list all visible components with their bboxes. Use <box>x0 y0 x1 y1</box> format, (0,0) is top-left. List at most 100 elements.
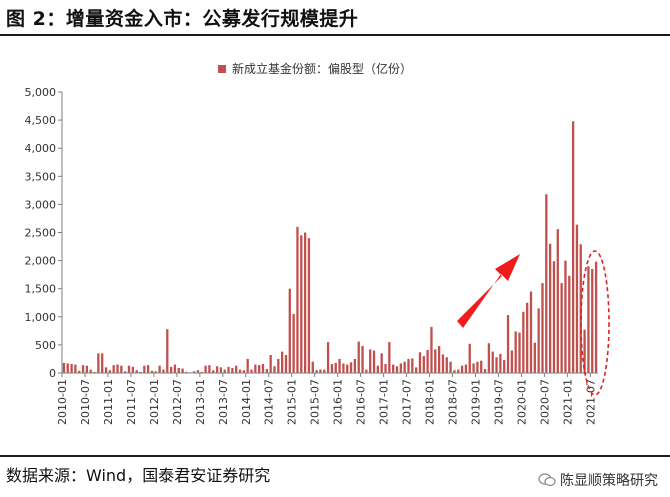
bar <box>292 313 295 373</box>
bar <box>568 275 571 373</box>
x-tick-label: 2019-07 <box>492 379 505 425</box>
watermark-text: 陈显顺策略研究 <box>560 473 658 489</box>
bar <box>411 358 414 373</box>
bar <box>280 351 284 373</box>
bar <box>483 369 487 373</box>
bar <box>399 363 402 373</box>
figure-title: 图 2：增量资金入市：公募发行规模提升 <box>6 8 359 30</box>
bar <box>503 360 506 373</box>
bar <box>238 369 242 373</box>
bar <box>231 367 234 373</box>
bar <box>510 350 514 373</box>
bar <box>326 342 330 373</box>
bar <box>426 349 429 373</box>
bar <box>101 353 104 373</box>
x-tick-label: 2012-01 <box>148 379 161 425</box>
bar <box>464 364 468 373</box>
bar <box>514 331 517 373</box>
bar <box>346 364 349 373</box>
bar <box>81 365 85 373</box>
bar <box>392 364 395 373</box>
bar <box>487 343 491 373</box>
source-note: 数据来源：Wind，国泰君安证券研究 <box>6 466 271 485</box>
bar <box>265 369 268 373</box>
x-tick-label: 2020-01 <box>515 379 528 425</box>
bar <box>472 363 475 373</box>
bar <box>150 370 154 373</box>
x-tick-label: 2010-01 <box>56 379 69 425</box>
bar <box>594 261 598 373</box>
bar <box>258 365 261 373</box>
y-tick-label: 1,000 <box>25 311 57 324</box>
bar <box>365 369 368 373</box>
bar <box>357 341 360 373</box>
bar <box>338 358 341 373</box>
bar <box>215 366 219 373</box>
bar <box>526 302 529 373</box>
bar <box>499 353 502 373</box>
bar <box>323 369 326 373</box>
bar <box>154 371 157 373</box>
bar <box>330 364 334 373</box>
bar <box>284 355 288 373</box>
bar <box>200 371 203 373</box>
bar <box>460 365 464 373</box>
x-tick-label: 2017-01 <box>378 379 391 425</box>
bar <box>453 370 456 373</box>
bar <box>437 346 441 373</box>
bar <box>288 288 291 373</box>
bar <box>476 361 479 373</box>
bar <box>204 365 207 373</box>
bar <box>545 194 548 373</box>
bar <box>384 364 387 373</box>
bar <box>376 365 380 373</box>
bar <box>181 368 184 373</box>
bar <box>564 260 567 373</box>
x-tick-label: 2021-01 <box>561 379 574 425</box>
bar <box>575 224 579 373</box>
bar <box>173 364 177 373</box>
bar <box>177 367 180 373</box>
bar <box>430 326 433 373</box>
bar <box>296 226 299 373</box>
x-tick-label: 2010-07 <box>79 379 92 425</box>
bar <box>143 365 146 373</box>
bar <box>139 371 142 373</box>
bar <box>192 371 196 373</box>
bar <box>169 366 173 373</box>
x-tick-label: 2018-01 <box>424 379 437 425</box>
bar <box>112 365 115 373</box>
bar <box>223 369 226 373</box>
bar <box>78 370 81 373</box>
bar <box>468 343 471 373</box>
bar <box>277 358 280 373</box>
bar <box>353 358 357 373</box>
bar <box>269 355 272 373</box>
bar <box>552 261 556 373</box>
bar <box>158 365 161 373</box>
x-tick-label: 2021-07 <box>584 379 597 425</box>
bar <box>560 283 563 373</box>
bar <box>591 269 594 373</box>
wechat-watermark: 陈显顺策略研究 <box>538 470 658 490</box>
x-tick-label: 2012-07 <box>171 379 184 425</box>
bar <box>571 121 575 373</box>
bar <box>418 352 422 373</box>
bar <box>208 365 211 373</box>
bar <box>311 361 314 373</box>
bar <box>369 349 372 373</box>
bar <box>307 238 311 373</box>
bar <box>250 369 253 373</box>
y-tick-label: 4,000 <box>25 142 57 155</box>
bar <box>162 369 165 373</box>
y-tick-label: 0 <box>49 367 56 380</box>
bar-chart: 新成立基金份额：偏股型（亿份） 0 500 1,000 1,500 2,000 2,500… <box>25 61 610 425</box>
bar <box>219 367 223 373</box>
bar <box>449 361 452 373</box>
bar <box>372 350 376 373</box>
bar <box>315 370 318 373</box>
bar <box>445 357 448 373</box>
bar <box>273 366 276 373</box>
x-tick-label: 2018-07 <box>447 379 460 425</box>
chart-legend: 新成立基金份额：偏股型（亿份） <box>218 61 412 76</box>
